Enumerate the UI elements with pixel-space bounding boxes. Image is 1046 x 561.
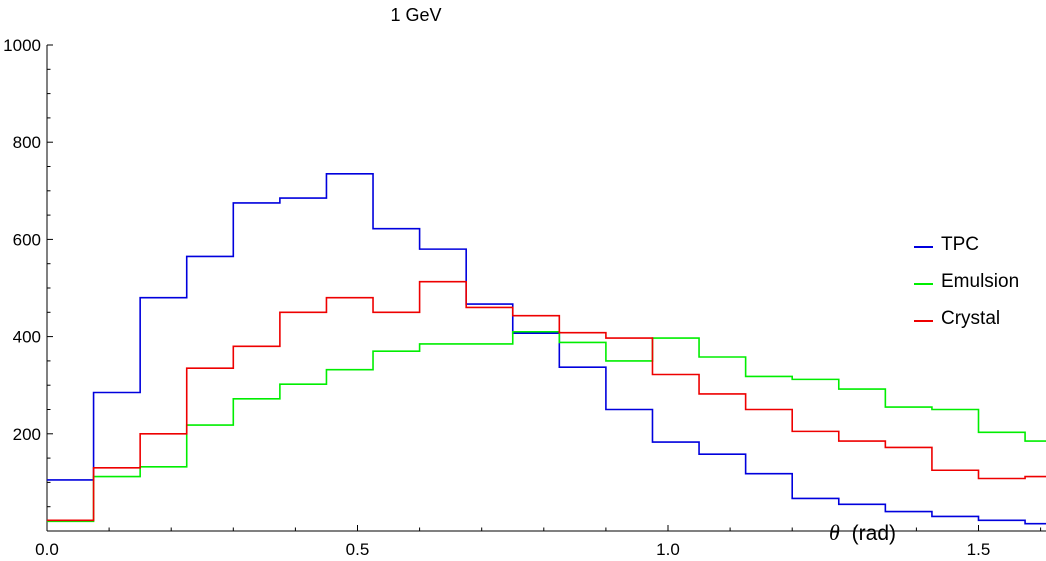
x-axis-label: θ (rad): [829, 520, 896, 545]
chart-title: 1 GeV: [390, 5, 441, 25]
x-tick-label: 1.0: [656, 540, 680, 559]
series-line-emulsion: [47, 330, 1046, 523]
series-line-tpc: [47, 172, 1046, 525]
y-tick-label: 600: [13, 230, 41, 249]
legend-label-emulsion: Emulsion: [941, 271, 1019, 292]
axes: 0.00.51.01.52.02004006008001000: [3, 36, 1046, 559]
legend-label-tpc: TPC: [941, 234, 979, 255]
legend-label-crystal: Crystal: [941, 308, 1000, 329]
x-tick-label: 1.5: [967, 540, 991, 559]
y-tick-label: 1000: [3, 36, 41, 55]
x-axis-label-symbol: θ: [829, 520, 840, 545]
series-line-crystal: [47, 280, 1046, 522]
plot-series: [47, 172, 1046, 525]
y-tick-label: 200: [13, 425, 41, 444]
y-tick-label: 400: [13, 328, 41, 347]
x-axis-label-unit: (rad): [852, 522, 896, 545]
y-tick-label: 800: [13, 133, 41, 152]
x-tick-label: 0.0: [35, 540, 59, 559]
x-tick-label: 0.5: [346, 540, 370, 559]
legend: TPC Emulsion Crystal: [914, 234, 1019, 329]
